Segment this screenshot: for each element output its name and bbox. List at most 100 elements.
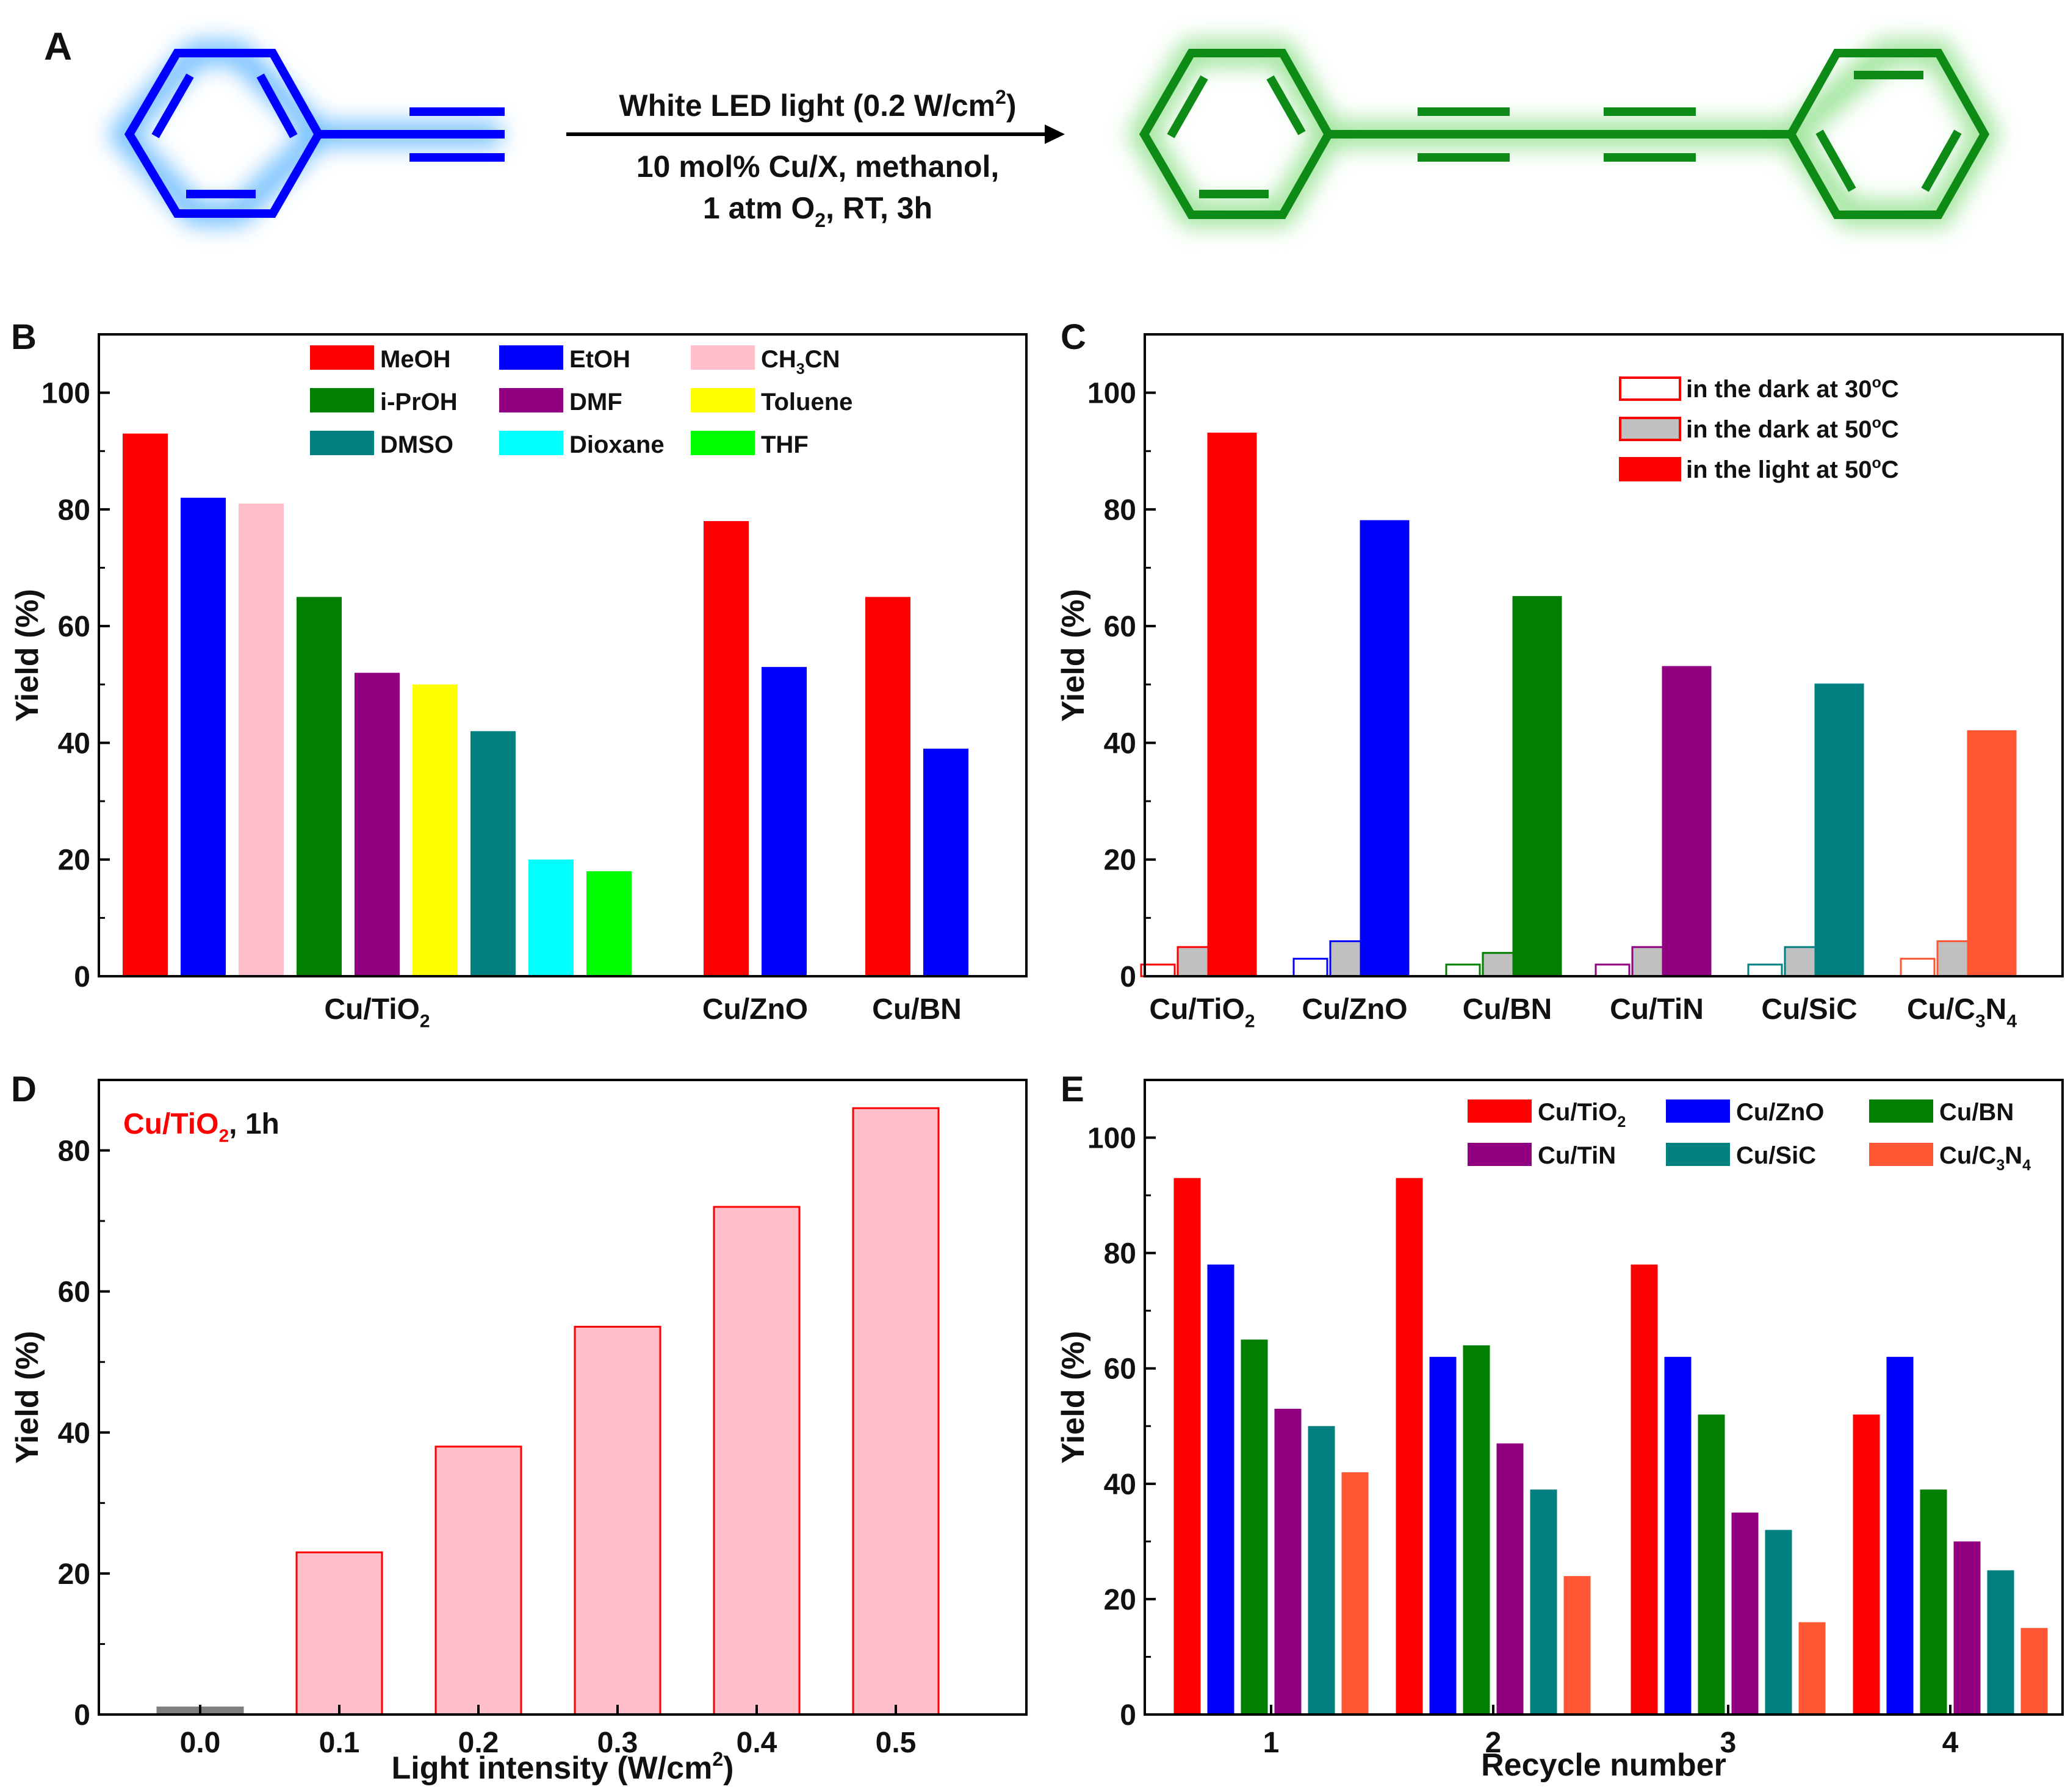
panel-a-scheme: A White LED light (0.2 W/cm2) 10 mol% [44, 24, 2000, 231]
bar-c-dark-30-1 [1292, 957, 1328, 977]
bar-e-cu-zno-1 [1207, 1264, 1234, 1715]
bar-e-cu-zno-4 [1886, 1356, 1914, 1715]
chart-e-x-tick-label: 2 [1485, 1727, 1502, 1759]
bar-d-0.1 [295, 1551, 383, 1716]
legend-b-label-etoh: EtOH [569, 346, 630, 373]
chart-c-plot-frame [1144, 333, 2064, 977]
chart-b-y-tick-label: 60 [58, 611, 90, 643]
chart-c-y-tick-label: 100 [1087, 378, 1136, 410]
chart-c-y-axis-label: Yield (%) [1056, 589, 1091, 722]
chart-e-x-tick-label: 3 [1720, 1727, 1737, 1759]
chart-d-y-tick-label: 80 [58, 1135, 90, 1168]
bar-c-light-50-4 [1814, 683, 1864, 977]
legend-c-swatch-2 [1619, 457, 1681, 481]
chart-e-y-tick-label: 40 [1104, 1469, 1136, 1501]
legend-b-swatch-dmf [499, 388, 563, 412]
legend-b-swatch-thf [691, 431, 755, 455]
chart-d-axes: 0 20 40 60 80 Yield (%) 0.0 0.1 0.2 0.3 0.4 0.5 Ligh… [10, 1079, 1028, 1786]
bar-c-dark-50-5 [1936, 940, 1972, 977]
legend-e-swatch-cu-sic [1666, 1143, 1730, 1166]
chart-d-title-text: Cu/TiO2, 1h [123, 1108, 279, 1146]
bar-b-cu-tio-toluene [413, 684, 458, 976]
chart-e-y-tick-label: 0 [1120, 1699, 1136, 1732]
chart-b-x-tick-label: Cu/ZnO [702, 993, 808, 1026]
bar-e-cu-c3n4-1 [1341, 1472, 1369, 1715]
legend-e-swatch-cu-c3n4 [1869, 1143, 1933, 1166]
chart-c-y-tick-label: 0 [1120, 961, 1136, 993]
bar-e-cu-bn-4 [1920, 1489, 1947, 1715]
chart-d-x-tick-label: 0.4 [737, 1727, 777, 1759]
product-diphenylbutadiyne [1127, 40, 2000, 227]
panel-d-chart: D Cu/TiO2, 1h 0 20 40 60 80 Yield (%) 0.0 0.1 0.… [10, 1070, 1028, 1786]
chart-c-x-tick-label: Cu/ZnO [1302, 993, 1407, 1026]
legend-b-label-dmf: DMF [569, 389, 622, 416]
bar-c-dark-30-2 [1445, 963, 1481, 977]
chart-b-y-tick-label: 40 [58, 727, 90, 760]
chart-b-y-tick-label: 100 [41, 378, 90, 410]
chart-e-y-tick-label: 20 [1104, 1584, 1136, 1616]
legend-e-swatch-cu-tio2 [1468, 1099, 1532, 1123]
chart-b-y-tick-label: 80 [58, 494, 90, 527]
legend-e-swatch-cu-zno [1666, 1099, 1730, 1123]
chart-b-y-tick-label: 20 [58, 844, 90, 877]
chart-b-legend: MeOH EtOH CH3CN i-PrOH DMF Toluene DMSO Dioxane… [310, 345, 852, 458]
chart-b-axes: 0 20 40 60 80 100 Yield (%) Cu/TiO2 Cu/ZnO Cu/BN [10, 333, 1028, 1031]
legend-b-label-dmso: DMSO [380, 431, 453, 458]
chart-b-bars [123, 433, 968, 976]
chart-b-plot-frame [98, 333, 1028, 977]
chart-d-x-tick-label: 0.5 [876, 1727, 917, 1759]
bar-e-cu-sic-2 [1530, 1489, 1557, 1715]
bar-c-dark-50-3 [1631, 946, 1667, 977]
legend-b-label-thf: THF [761, 431, 809, 458]
chart-d-title: Cu/TiO2, 1h [123, 1108, 279, 1146]
bar-b-cu-tio-etoh [181, 497, 226, 976]
reaction-arrow [566, 124, 1065, 144]
chart-c-y-tick-label: 80 [1104, 494, 1136, 527]
bar-b-cu-tio-thf [586, 871, 632, 976]
chart-e-axes: 0 20 40 60 80 100 Yield (%) 1 2 3 4 Recycle number [1056, 1079, 2064, 1783]
legend-e-label-cu-zno: Cu/ZnO [1736, 1099, 1824, 1126]
chart-e-y-tick-label: 100 [1087, 1123, 1136, 1155]
bar-e-cu-tio2-4 [1853, 1414, 1880, 1715]
reactant-structure [124, 49, 505, 218]
bar-c-dark-30-5 [1900, 957, 1936, 977]
bar-b-cu-bn-etoh [923, 749, 968, 976]
bar-e-cu-zno-3 [1664, 1356, 1692, 1715]
product-structure [1139, 49, 1990, 219]
bar-e-cu-c3n4-3 [1798, 1622, 1826, 1715]
bar-c-dark-30-3 [1595, 963, 1631, 977]
chart-c-x-tick-label: Cu/BN [1463, 993, 1552, 1026]
chart-e-x-tick-label: 1 [1263, 1727, 1280, 1759]
legend-b-label-i-proh: i-PrOH [380, 389, 458, 416]
conditions-line-1: White LED light (0.2 W/cm2) [619, 86, 1016, 123]
chart-e-bars [1173, 1178, 2048, 1715]
legend-b-swatch-i-proh [310, 388, 374, 412]
legend-c-label-1: in the dark at 50oC [1686, 414, 1899, 443]
chart-d-x-axis-label: Light intensity (W/cm2) [392, 1748, 734, 1786]
conditions-line-2: 10 mol% Cu/X, methanol, [636, 149, 1000, 184]
bar-e-cu-tin-3 [1731, 1513, 1759, 1715]
panel-label-d: D [11, 1070, 37, 1109]
panel-label-a: A [44, 24, 72, 68]
bar-e-cu-bn-2 [1463, 1345, 1490, 1715]
bar-c-light-50-5 [1967, 730, 2017, 977]
bar-c-dark-50-1 [1329, 940, 1365, 977]
chart-e-y-tick-label: 80 [1104, 1238, 1136, 1270]
chart-c-x-tick-label: Cu/TiO2 [1149, 993, 1255, 1031]
legend-b-label-ch3cn: CH3CN [761, 346, 840, 378]
chart-d-bars [156, 1107, 940, 1716]
reactant-phenylacetylene [110, 41, 505, 226]
legend-b-swatch-meoh [310, 345, 374, 370]
bar-b-cu-tio-meoh [123, 433, 168, 976]
bar-c-light-50-1 [1360, 520, 1410, 977]
bar-b-cu-tio-dmf [355, 672, 400, 976]
bar-c-light-50-0 [1207, 433, 1257, 977]
legend-e-swatch-cu-tin [1468, 1143, 1532, 1166]
chart-c-y-tick-label: 40 [1104, 727, 1136, 760]
chart-d-y-tick-label: 20 [58, 1558, 90, 1591]
panel-b-chart: B MeOH EtOH CH3CN i-PrOH DMF Toluene DMSO Dioxa… [10, 317, 1028, 1031]
legend-b-label-dioxane: Dioxane [569, 431, 665, 458]
chart-d-y-tick-label: 0 [74, 1699, 90, 1732]
bar-b-cu-tio-ch3cn [239, 503, 284, 976]
bar-b-cu-zno-etoh [762, 667, 807, 976]
